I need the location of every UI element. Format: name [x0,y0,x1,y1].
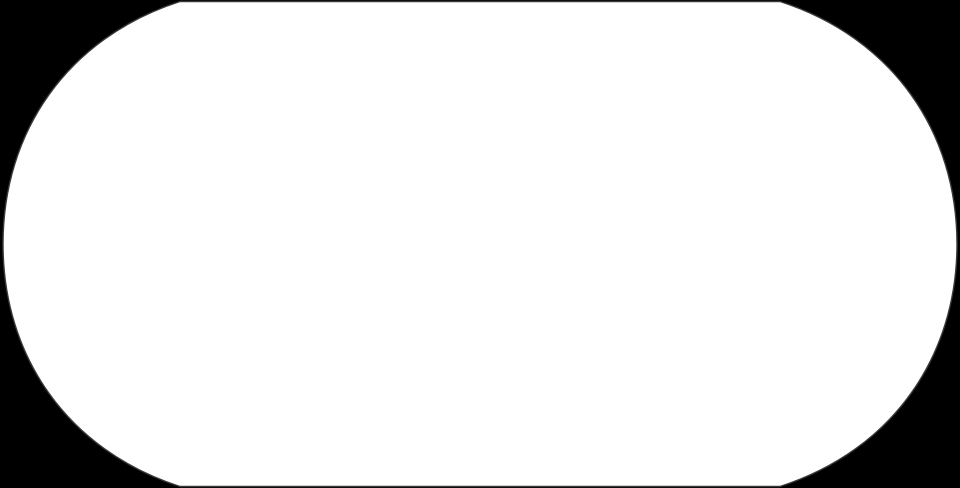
world-map-svg [2,0,958,488]
world-map-image [2,0,958,488]
projection-rim [2,0,958,488]
